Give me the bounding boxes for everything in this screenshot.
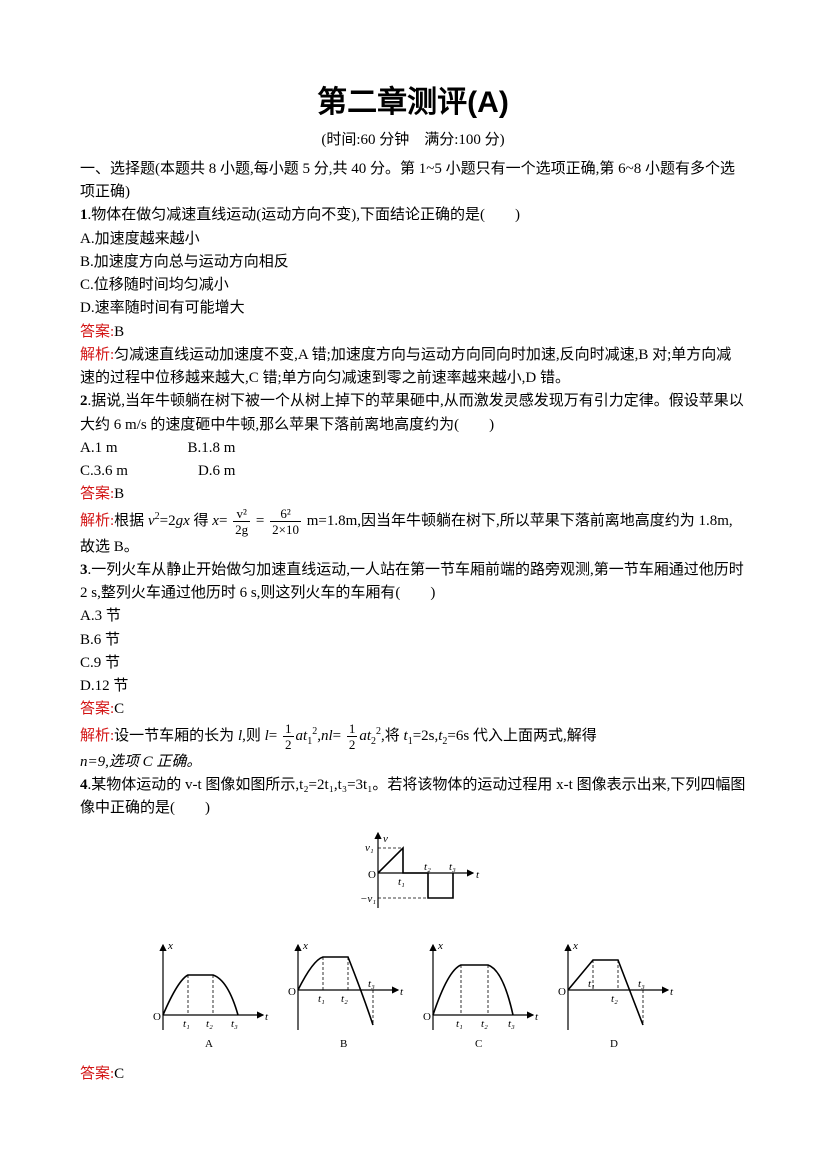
svg-text:x: x — [572, 940, 578, 952]
svg-text:t₂: t₂ — [424, 861, 431, 873]
svg-text:−v₁: −v₁ — [360, 893, 376, 905]
svg-text:t: t — [400, 986, 404, 998]
svg-text:v₁: v₁ — [365, 842, 374, 854]
q3-optB: B.6 节 — [80, 629, 746, 652]
q2-stem: 2.据说,当年牛顿躺在树下被一个从树上掉下的苹果砸中,从而激发灵感发现万有引力定… — [80, 390, 746, 437]
svg-text:t₂: t₂ — [206, 1018, 213, 1030]
q1-optC: C.位移随时间均匀减小 — [80, 274, 746, 297]
svg-text:t: t — [265, 1011, 269, 1023]
svg-text:t₃: t₃ — [449, 861, 456, 873]
q1-stem: 1.物体在做匀减速直线运动(运动方向不变),下面结论正确的是( ) — [80, 204, 746, 227]
svg-text:O: O — [368, 869, 376, 881]
q1-optD: D.速率随时间有可能增大 — [80, 297, 746, 320]
q3-optD: D.12 节 — [80, 675, 746, 698]
svg-text:O: O — [288, 986, 296, 998]
q4-stem: 4.某物体运动的 v-t 图像如图所示,t₂=2t₁,t₃=3t₁。若将该物体的… — [80, 774, 746, 821]
svg-text:t: t — [535, 1011, 539, 1023]
svg-text:t₁: t₁ — [318, 993, 325, 1005]
page-subtitle: (时间:60 分钟 满分:100 分) — [80, 129, 746, 152]
svg-text:t₂: t₂ — [481, 1018, 488, 1030]
svg-text:t₃: t₃ — [638, 978, 645, 990]
svg-text:O: O — [558, 986, 566, 998]
svg-text:O: O — [423, 1011, 431, 1023]
svg-text:t₃: t₃ — [368, 978, 375, 990]
q3-optA: A.3 节 — [80, 605, 746, 628]
svg-text:x: x — [437, 940, 443, 952]
q1-answer: 答案:B — [80, 321, 746, 344]
q3-explain: 解析:设一节车厢的长为 l,则 l= 12at12,nl= 12at22,将 t… — [80, 722, 746, 751]
section-1-heading: 一、选择题(本题共 8 小题,每小题 5 分,共 40 分。第 1~5 小题只有… — [80, 158, 746, 205]
vt-graph: v t O v₁ −v₁ t₁ t₂ t₃ — [80, 828, 746, 926]
svg-text:x: x — [302, 940, 308, 952]
svg-text:t₂: t₂ — [611, 993, 618, 1005]
page-title: 第二章测评(A) — [80, 80, 746, 127]
q2-optD: D.6 m — [198, 460, 236, 483]
svg-text:t₂: t₂ — [341, 993, 348, 1005]
q3-answer: 答案:C — [80, 698, 746, 721]
svg-text:t₃: t₃ — [231, 1018, 238, 1030]
q2-answer: 答案:B — [80, 483, 746, 506]
svg-text:D: D — [610, 1038, 618, 1050]
svg-text:B: B — [340, 1038, 347, 1050]
svg-text:t₁: t₁ — [456, 1018, 463, 1030]
q3-optC: C.9 节 — [80, 652, 746, 675]
svg-text:t₁: t₁ — [183, 1018, 190, 1030]
svg-text:C: C — [475, 1038, 482, 1050]
svg-text:t: t — [670, 986, 674, 998]
svg-text:t: t — [476, 869, 480, 881]
svg-text:O: O — [153, 1011, 161, 1023]
svg-text:A: A — [205, 1038, 213, 1050]
q3-stem: 3.一列火车从静止开始做匀加速直线运动,一人站在第一节车厢前端的路旁观测,第一节… — [80, 559, 746, 606]
svg-text:t₁: t₁ — [398, 876, 405, 888]
q4-answer: 答案:C — [80, 1063, 746, 1086]
svg-text:v: v — [383, 833, 388, 845]
q2-optB: B.1.8 m — [188, 437, 236, 460]
svg-text:x: x — [167, 940, 173, 952]
svg-text:t₁: t₁ — [588, 978, 595, 990]
q1-explain: 解析:匀减速直线运动加速度不变,A 错;加速度方向与运动方向同向时加速,反向时减… — [80, 344, 746, 391]
q1-optA: A.加速度越来越小 — [80, 228, 746, 251]
q2-explain: 解析:根据 v2=2gx 得 x= v²2g = 6²2×10 m=1.8m,因… — [80, 507, 746, 559]
q3-explain-end: n=9,选项 C 正确。 — [80, 751, 746, 774]
xt-options: x t O t₁ t₂ t₃ A x t O t₁ t₂ t₃ B x — [80, 935, 746, 1063]
q2-optA: A.1 m — [80, 437, 118, 460]
q2-optC: C.3.6 m — [80, 460, 128, 483]
q1-optB: B.加速度方向总与运动方向相反 — [80, 251, 746, 274]
svg-text:t₃: t₃ — [508, 1018, 515, 1030]
